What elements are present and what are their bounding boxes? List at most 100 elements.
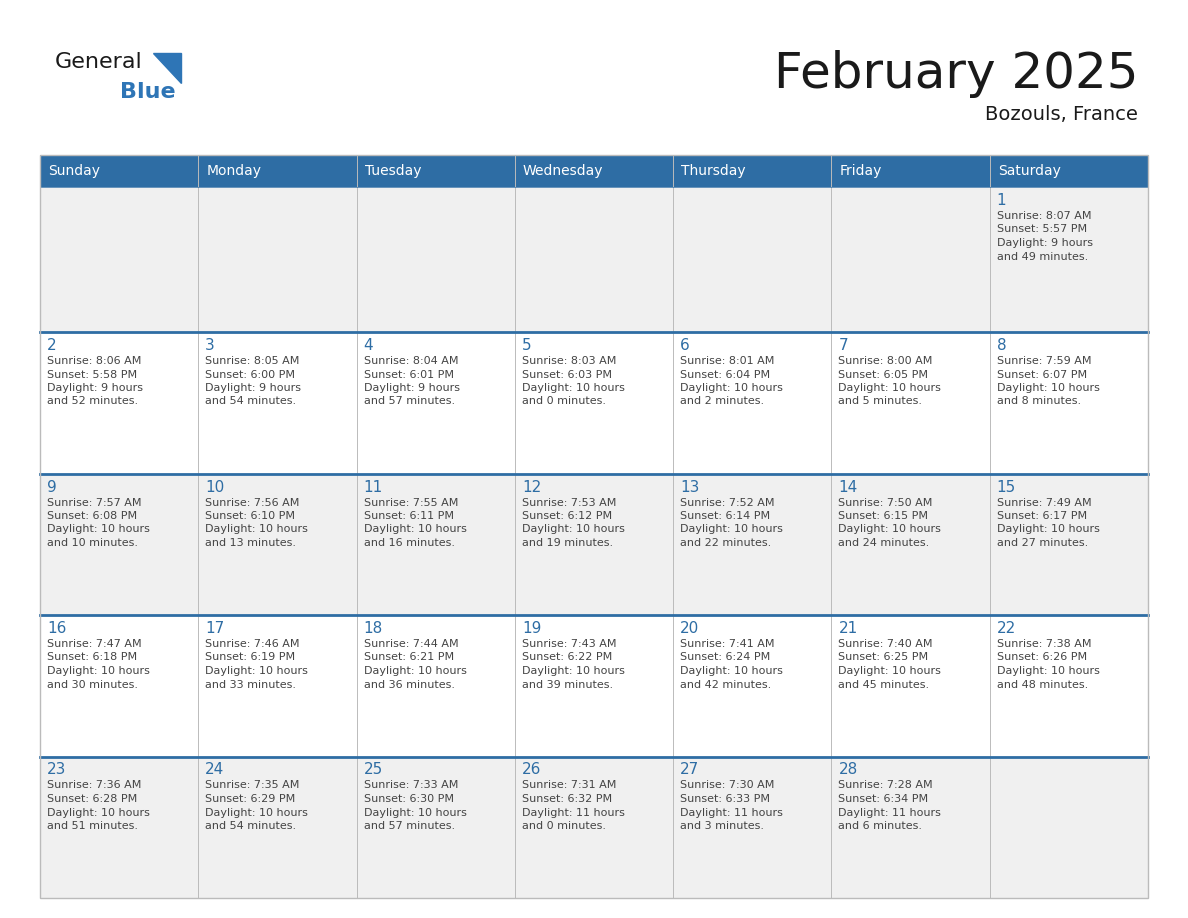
Text: 10: 10 bbox=[206, 479, 225, 495]
Text: Sunrise: 8:00 AM: Sunrise: 8:00 AM bbox=[839, 356, 933, 366]
Text: Daylight: 10 hours: Daylight: 10 hours bbox=[364, 666, 467, 676]
Text: Sunday: Sunday bbox=[48, 164, 100, 178]
Text: Sunset: 6:14 PM: Sunset: 6:14 PM bbox=[681, 511, 770, 521]
Text: and 5 minutes.: and 5 minutes. bbox=[839, 397, 922, 407]
Text: Sunrise: 8:01 AM: Sunrise: 8:01 AM bbox=[681, 356, 775, 366]
Text: Sunrise: 7:43 AM: Sunrise: 7:43 AM bbox=[522, 639, 617, 649]
Text: Sunrise: 7:40 AM: Sunrise: 7:40 AM bbox=[839, 639, 933, 649]
Text: and 22 minutes.: and 22 minutes. bbox=[681, 538, 771, 548]
Text: Sunrise: 7:53 AM: Sunrise: 7:53 AM bbox=[522, 498, 617, 508]
Text: Daylight: 9 hours: Daylight: 9 hours bbox=[206, 383, 302, 393]
Text: Sunset: 6:11 PM: Sunset: 6:11 PM bbox=[364, 511, 454, 521]
Text: and 57 minutes.: and 57 minutes. bbox=[364, 821, 455, 831]
Text: Sunrise: 7:33 AM: Sunrise: 7:33 AM bbox=[364, 780, 457, 790]
Text: Sunrise: 7:41 AM: Sunrise: 7:41 AM bbox=[681, 639, 775, 649]
Text: Sunset: 6:12 PM: Sunset: 6:12 PM bbox=[522, 511, 612, 521]
Text: Blue: Blue bbox=[120, 82, 176, 102]
Text: and 10 minutes.: and 10 minutes. bbox=[48, 538, 138, 548]
Text: Sunrise: 7:31 AM: Sunrise: 7:31 AM bbox=[522, 780, 617, 790]
Text: Sunrise: 8:04 AM: Sunrise: 8:04 AM bbox=[364, 356, 459, 366]
Text: Daylight: 10 hours: Daylight: 10 hours bbox=[681, 524, 783, 534]
Text: General: General bbox=[55, 52, 143, 72]
Text: Sunset: 6:32 PM: Sunset: 6:32 PM bbox=[522, 794, 612, 804]
Text: Sunset: 6:21 PM: Sunset: 6:21 PM bbox=[364, 653, 454, 663]
Text: Daylight: 10 hours: Daylight: 10 hours bbox=[206, 524, 308, 534]
Text: Daylight: 10 hours: Daylight: 10 hours bbox=[48, 524, 150, 534]
Text: and 36 minutes.: and 36 minutes. bbox=[364, 679, 455, 689]
Text: and 0 minutes.: and 0 minutes. bbox=[522, 397, 606, 407]
Text: Sunrise: 7:46 AM: Sunrise: 7:46 AM bbox=[206, 639, 299, 649]
Text: Daylight: 10 hours: Daylight: 10 hours bbox=[364, 524, 467, 534]
Text: and 13 minutes.: and 13 minutes. bbox=[206, 538, 296, 548]
Text: Bozouls, France: Bozouls, France bbox=[985, 105, 1138, 124]
Text: Sunset: 6:01 PM: Sunset: 6:01 PM bbox=[364, 370, 454, 379]
Text: Sunrise: 7:50 AM: Sunrise: 7:50 AM bbox=[839, 498, 933, 508]
Text: Tuesday: Tuesday bbox=[365, 164, 421, 178]
Text: Saturday: Saturday bbox=[998, 164, 1061, 178]
Text: February 2025: February 2025 bbox=[773, 50, 1138, 98]
Text: 7: 7 bbox=[839, 338, 848, 353]
Text: 25: 25 bbox=[364, 763, 383, 778]
Text: and 8 minutes.: and 8 minutes. bbox=[997, 397, 1081, 407]
Text: and 51 minutes.: and 51 minutes. bbox=[48, 821, 138, 831]
Text: Daylight: 9 hours: Daylight: 9 hours bbox=[48, 383, 143, 393]
Text: Daylight: 10 hours: Daylight: 10 hours bbox=[997, 383, 1100, 393]
Text: Sunset: 6:25 PM: Sunset: 6:25 PM bbox=[839, 653, 929, 663]
Text: Sunset: 6:17 PM: Sunset: 6:17 PM bbox=[997, 511, 1087, 521]
Text: and 54 minutes.: and 54 minutes. bbox=[206, 397, 297, 407]
Text: and 27 minutes.: and 27 minutes. bbox=[997, 538, 1088, 548]
Text: Sunset: 6:34 PM: Sunset: 6:34 PM bbox=[839, 794, 929, 804]
Text: and 54 minutes.: and 54 minutes. bbox=[206, 821, 297, 831]
Text: Daylight: 10 hours: Daylight: 10 hours bbox=[839, 383, 941, 393]
Text: and 49 minutes.: and 49 minutes. bbox=[997, 252, 1088, 262]
Text: and 39 minutes.: and 39 minutes. bbox=[522, 679, 613, 689]
Text: Daylight: 10 hours: Daylight: 10 hours bbox=[206, 808, 308, 818]
Text: Wednesday: Wednesday bbox=[523, 164, 604, 178]
Bar bbox=[40, 187, 1148, 332]
Text: Friday: Friday bbox=[840, 164, 881, 178]
Polygon shape bbox=[153, 53, 181, 83]
Text: and 0 minutes.: and 0 minutes. bbox=[522, 821, 606, 831]
Text: Sunrise: 7:44 AM: Sunrise: 7:44 AM bbox=[364, 639, 459, 649]
Text: 17: 17 bbox=[206, 621, 225, 636]
Text: 6: 6 bbox=[681, 338, 690, 353]
Text: 26: 26 bbox=[522, 763, 542, 778]
Text: Sunset: 6:08 PM: Sunset: 6:08 PM bbox=[48, 511, 137, 521]
Text: Daylight: 10 hours: Daylight: 10 hours bbox=[839, 524, 941, 534]
Text: Sunset: 6:10 PM: Sunset: 6:10 PM bbox=[206, 511, 296, 521]
Text: Sunset: 6:30 PM: Sunset: 6:30 PM bbox=[364, 794, 454, 804]
Text: Daylight: 11 hours: Daylight: 11 hours bbox=[681, 808, 783, 818]
Text: 18: 18 bbox=[364, 621, 383, 636]
Text: 15: 15 bbox=[997, 479, 1016, 495]
Text: Daylight: 10 hours: Daylight: 10 hours bbox=[681, 383, 783, 393]
Text: and 57 minutes.: and 57 minutes. bbox=[364, 397, 455, 407]
Text: Sunrise: 8:05 AM: Sunrise: 8:05 AM bbox=[206, 356, 299, 366]
Text: and 52 minutes.: and 52 minutes. bbox=[48, 397, 138, 407]
Text: 12: 12 bbox=[522, 479, 541, 495]
Text: Sunrise: 7:36 AM: Sunrise: 7:36 AM bbox=[48, 780, 141, 790]
Text: Sunset: 6:29 PM: Sunset: 6:29 PM bbox=[206, 794, 296, 804]
Text: 2: 2 bbox=[48, 338, 57, 353]
Text: and 16 minutes.: and 16 minutes. bbox=[364, 538, 455, 548]
Text: and 24 minutes.: and 24 minutes. bbox=[839, 538, 930, 548]
Text: Daylight: 10 hours: Daylight: 10 hours bbox=[48, 808, 150, 818]
Text: 20: 20 bbox=[681, 621, 700, 636]
Text: Sunset: 6:33 PM: Sunset: 6:33 PM bbox=[681, 794, 770, 804]
Text: Sunrise: 7:49 AM: Sunrise: 7:49 AM bbox=[997, 498, 1092, 508]
Text: Daylight: 10 hours: Daylight: 10 hours bbox=[997, 666, 1100, 676]
Text: 24: 24 bbox=[206, 763, 225, 778]
Text: Daylight: 10 hours: Daylight: 10 hours bbox=[997, 524, 1100, 534]
Text: Sunset: 6:19 PM: Sunset: 6:19 PM bbox=[206, 653, 296, 663]
Text: Sunset: 5:57 PM: Sunset: 5:57 PM bbox=[997, 225, 1087, 234]
Text: 5: 5 bbox=[522, 338, 531, 353]
Text: 1: 1 bbox=[997, 193, 1006, 208]
Text: Sunrise: 7:35 AM: Sunrise: 7:35 AM bbox=[206, 780, 299, 790]
Text: Sunrise: 7:38 AM: Sunrise: 7:38 AM bbox=[997, 639, 1092, 649]
Text: Daylight: 10 hours: Daylight: 10 hours bbox=[522, 383, 625, 393]
Bar bbox=[40, 474, 1148, 615]
Text: Daylight: 10 hours: Daylight: 10 hours bbox=[839, 666, 941, 676]
Text: Sunrise: 8:06 AM: Sunrise: 8:06 AM bbox=[48, 356, 141, 366]
Text: Sunrise: 7:56 AM: Sunrise: 7:56 AM bbox=[206, 498, 299, 508]
Text: and 19 minutes.: and 19 minutes. bbox=[522, 538, 613, 548]
Text: 3: 3 bbox=[206, 338, 215, 353]
